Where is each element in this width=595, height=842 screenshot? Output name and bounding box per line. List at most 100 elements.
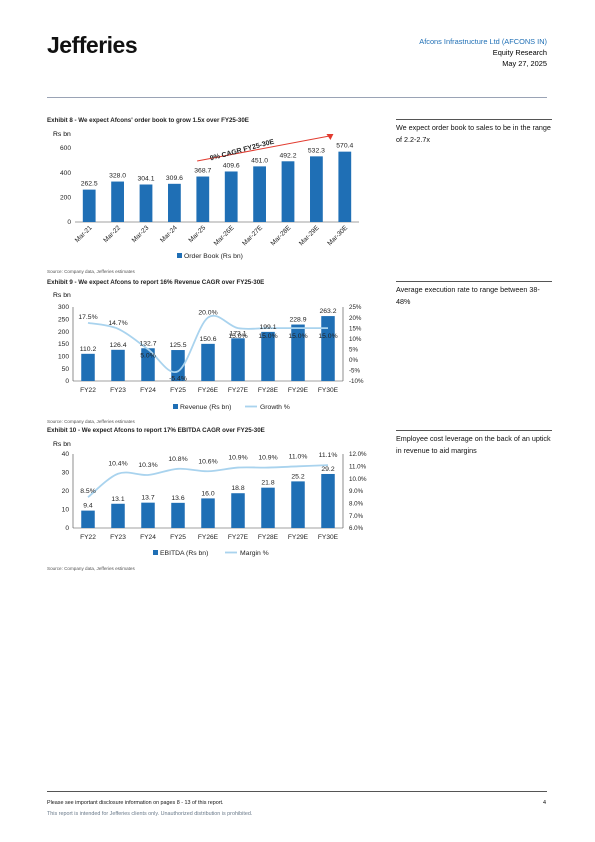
- legend-swatch: [177, 253, 182, 258]
- line-label: 14.7%: [108, 320, 127, 327]
- y2-tick-label: 12.0%: [349, 451, 367, 458]
- bar: [321, 316, 335, 381]
- exhibit-10-chart: Rs bn 0 10 20 30 40 6.0% 7.0% 8.0% 9.0% 10.0% 11.0…: [53, 441, 367, 557]
- bar: [291, 481, 305, 528]
- y-tick-label: 100: [58, 354, 69, 361]
- line-label: 8.5%: [80, 488, 96, 495]
- y-tick-label: 10: [62, 507, 70, 514]
- bar: [321, 473, 335, 528]
- x-tick-label: Mar-25: [187, 224, 207, 244]
- line-label: 5.0%: [140, 352, 156, 359]
- exhibit-10-title: Exhibit 10 - We expect Afcons to report …: [47, 427, 265, 434]
- x-tick-label: FY25: [170, 534, 186, 541]
- data-label: 304.1: [137, 175, 154, 182]
- data-label: 21.8: [261, 480, 274, 487]
- y-tick-label: 20: [62, 488, 70, 495]
- line-label: 10.3%: [138, 462, 157, 469]
- bar: [82, 189, 96, 222]
- header-rule: [47, 97, 547, 98]
- x-tick-label: FY28E: [258, 534, 279, 541]
- y-tick-label: 30: [62, 470, 70, 477]
- data-label: 409.6: [223, 162, 240, 169]
- side-rule-9: [396, 281, 552, 282]
- y2-tick-label: -5%: [349, 368, 361, 375]
- y-tick-label: 50: [62, 366, 70, 373]
- jefferies-logo: Jefferies: [47, 32, 138, 58]
- department: Equity Research: [492, 48, 547, 57]
- bar: [196, 176, 210, 222]
- footer-rule: [47, 791, 547, 792]
- x-tick-label: FY26E: [198, 534, 219, 541]
- x-tick-label: Mar-26E: [213, 224, 236, 247]
- exhibit-10-unit: Rs bn: [53, 441, 71, 448]
- cagr-arrow-line: [197, 135, 330, 162]
- y-tick-label: 400: [60, 170, 71, 177]
- x-tick-label: FY27E: [228, 387, 249, 394]
- bar: [261, 487, 275, 528]
- line-label: 11.0%: [289, 453, 308, 460]
- data-label: 368.7: [194, 168, 211, 175]
- exhibit-8-chart: Rs bn 0 200 400 600 262.5 Mar-21 328.0 Mar-22 30…: [53, 131, 359, 260]
- distribution-notice: This report is intended for Jefferies cl…: [47, 811, 253, 817]
- y-tick-label: 600: [60, 145, 71, 152]
- y2-tick-label: 7.0%: [349, 513, 364, 520]
- cagr-arrow-head: [326, 134, 334, 140]
- bar: [201, 498, 215, 528]
- bar: [168, 183, 181, 222]
- line-label: 10.9%: [228, 455, 247, 462]
- x-tick-label: FY24: [140, 534, 156, 541]
- data-label: 328.0: [109, 173, 126, 180]
- legend-label: EBITDA (Rs bn): [160, 550, 208, 557]
- report-header: Afcons Infrastructure Ltd (AFCONS IN) Eq…: [419, 36, 547, 69]
- line-series: [87, 464, 329, 498]
- bar: [81, 510, 95, 528]
- exhibit-9-chart: Rs bn 0 50 100 150 200 250 300 -10% -5% 0% 5% 10% 15…: [53, 292, 364, 411]
- y2-tick-label: 11.0%: [349, 464, 367, 471]
- data-label: 309.6: [166, 175, 183, 182]
- exhibit-9-unit: Rs bn: [53, 292, 71, 299]
- line-label: -5.4%: [169, 375, 187, 382]
- x-tick-label: Mar-30E: [326, 224, 349, 247]
- x-tick-label: FY27E: [228, 534, 249, 541]
- exhibit-8-title: Exhibit 8 - We expect Afcons' order book…: [47, 117, 249, 124]
- y-tick-label: 200: [58, 329, 69, 336]
- data-label: 262.5: [81, 181, 98, 188]
- data-label: 132.7: [139, 340, 156, 347]
- line-label: 10.6%: [198, 458, 217, 465]
- x-tick-label: Mar-29E: [298, 224, 321, 247]
- bar: [141, 502, 155, 528]
- disclosure-note: Please see important disclosure informat…: [47, 800, 224, 806]
- bar: [139, 184, 153, 222]
- x-tick-label: Mar-22: [102, 224, 122, 244]
- y-tick-label: 200: [60, 195, 71, 202]
- x-tick-label: FY30E: [318, 387, 339, 394]
- bar: [141, 348, 155, 381]
- data-label: 9.4: [83, 503, 93, 510]
- y-tick-label: 250: [58, 317, 69, 324]
- data-label: 173.1: [229, 330, 246, 337]
- y2-tick-label: 20%: [349, 315, 362, 322]
- data-label: 199.1: [259, 324, 276, 331]
- data-label: 29.2: [321, 466, 334, 473]
- side-rule-10: [396, 430, 552, 431]
- bar: [291, 324, 305, 381]
- line-series: [87, 314, 328, 374]
- exhibit-10-side-note: Employee cost leverage on the back of an…: [396, 434, 551, 455]
- line-label: 15.0%: [228, 333, 247, 340]
- data-label: 25.2: [291, 473, 304, 480]
- legend-label: Order Book (Rs bn): [184, 253, 243, 260]
- data-label: 126.4: [109, 342, 126, 349]
- x-tick-label: FY26E: [198, 387, 219, 394]
- y-tick-label: 0: [65, 378, 69, 385]
- exhibit-8-unit: Rs bn: [53, 131, 71, 138]
- line-label: 10.9%: [258, 455, 277, 462]
- y2-tick-label: 15%: [349, 325, 362, 332]
- data-label: 125.5: [169, 342, 186, 349]
- y-tick-label: 300: [58, 304, 69, 311]
- data-label: 18.8: [231, 485, 244, 492]
- x-tick-label: FY23: [110, 534, 126, 541]
- x-tick-label: Mar-24: [159, 224, 179, 244]
- bar: [224, 171, 238, 222]
- data-label: 13.6: [171, 495, 184, 502]
- side-rule-8: [396, 119, 552, 120]
